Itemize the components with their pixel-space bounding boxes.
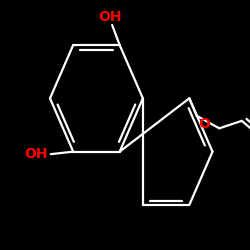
Text: OH: OH — [25, 147, 48, 161]
Text: OH: OH — [98, 10, 122, 24]
Text: O: O — [198, 117, 210, 131]
